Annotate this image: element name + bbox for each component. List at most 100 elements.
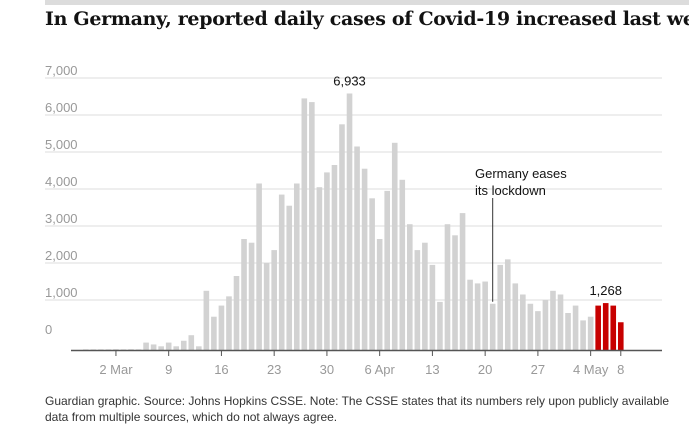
bar: [391, 142, 398, 350]
y-tick-label: 6,000: [45, 100, 78, 115]
x-axis: 2 Mar 9 16 23 30 6 Apr 13 20 27 4 May 8: [71, 349, 662, 377]
bar: [429, 264, 436, 350]
bar: [301, 98, 308, 351]
bar: [173, 346, 180, 350]
bar: [316, 187, 323, 350]
x-tick-label: 23: [267, 362, 281, 377]
bar: [218, 305, 225, 350]
x-tick-label: 2 Mar: [99, 362, 133, 377]
bar: [452, 235, 458, 350]
bar: [444, 224, 451, 350]
bar: [226, 296, 232, 350]
bar: [180, 340, 187, 350]
bar: [203, 290, 210, 350]
bar: [489, 303, 496, 350]
bar: [98, 349, 104, 350]
bar: [565, 313, 571, 350]
bar: [497, 264, 504, 350]
bar: [324, 172, 330, 350]
bar: [617, 322, 624, 350]
bar: [595, 305, 601, 350]
bar: [211, 316, 217, 350]
bar: [158, 346, 164, 350]
x-tick-label: 9: [165, 362, 172, 377]
bar: [309, 102, 315, 350]
x-tick-label: 4 May: [573, 362, 609, 377]
bar: [120, 349, 127, 350]
x-tick-label: 27: [531, 362, 545, 377]
bar: [504, 259, 511, 350]
bar: [271, 250, 277, 350]
x-tick-label: 13: [425, 362, 439, 377]
top-rule: [45, 0, 689, 5]
bar: [256, 183, 262, 350]
source-note: Guardian graphic. Source: Johns Hopkins …: [45, 394, 670, 424]
bar: [422, 242, 428, 350]
bar: [90, 349, 97, 350]
y-tick-label: 4,000: [45, 174, 78, 189]
bar: [602, 303, 609, 350]
bar: [512, 283, 519, 350]
bar: [482, 281, 488, 350]
bar: [113, 349, 119, 350]
bar: [233, 276, 240, 350]
bar: [407, 224, 413, 350]
x-tick-label: 8: [617, 362, 624, 377]
bar: [339, 124, 345, 350]
bar: [293, 183, 300, 350]
bar: [376, 239, 383, 350]
bar: [384, 190, 390, 350]
bar: [587, 316, 594, 350]
bar: [520, 294, 526, 350]
bar: [399, 179, 406, 350]
annotation-text: its lockdown: [475, 183, 546, 198]
bar: [474, 283, 481, 350]
bar: [467, 279, 473, 350]
annotations: 6,933 1,268 Germany eases its lockdown: [333, 73, 622, 302]
x-tick-label: 16: [214, 362, 228, 377]
bar: [278, 194, 285, 350]
bar: [542, 300, 549, 350]
data-label: 6,933: [333, 73, 366, 88]
bar: [83, 349, 89, 350]
bar: [346, 93, 353, 350]
bar: [550, 290, 556, 350]
data-label: 1,268: [589, 283, 622, 298]
bar: [361, 168, 368, 350]
bar: [263, 263, 270, 350]
x-tick-label: 30: [320, 362, 334, 377]
bar: [414, 250, 421, 350]
bar: [165, 342, 172, 350]
bar: [557, 294, 564, 350]
y-tick-label: 3,000: [45, 211, 78, 226]
bar: [580, 320, 586, 350]
bar: [241, 239, 247, 350]
bar: [610, 305, 617, 350]
bars: [83, 93, 624, 351]
chart-title: In Germany, reported daily cases of Covi…: [45, 8, 689, 30]
bar: [286, 205, 293, 350]
bar: [459, 213, 466, 350]
bar: [369, 198, 375, 350]
y-tick-label: 5,000: [45, 137, 78, 152]
y-tick-label: 1,000: [45, 285, 78, 300]
annotation-text: Germany eases: [475, 166, 567, 181]
x-tick-label: 20: [478, 362, 492, 377]
bar: [196, 346, 202, 350]
bar: [143, 342, 149, 350]
bar: [331, 165, 338, 350]
gridlines: 7,000 6,000 5,000 4,000 3,000 2,000 1,000 0: [45, 63, 662, 337]
bar: [572, 305, 579, 350]
bar: [437, 301, 443, 350]
bar: [527, 303, 534, 350]
bar: [128, 349, 134, 350]
bar-chart: 7,000 6,000 5,000 4,000 3,000 2,000 1,000 0 2 M…: [45, 63, 662, 377]
y-tick-label: 7,000: [45, 63, 78, 78]
bar: [150, 344, 157, 350]
bar: [188, 335, 195, 350]
bar: [535, 311, 541, 350]
y-tick-label: 2,000: [45, 248, 78, 263]
x-tick-label: 6 Apr: [364, 362, 395, 377]
bar: [248, 242, 255, 350]
bar: [105, 349, 112, 350]
